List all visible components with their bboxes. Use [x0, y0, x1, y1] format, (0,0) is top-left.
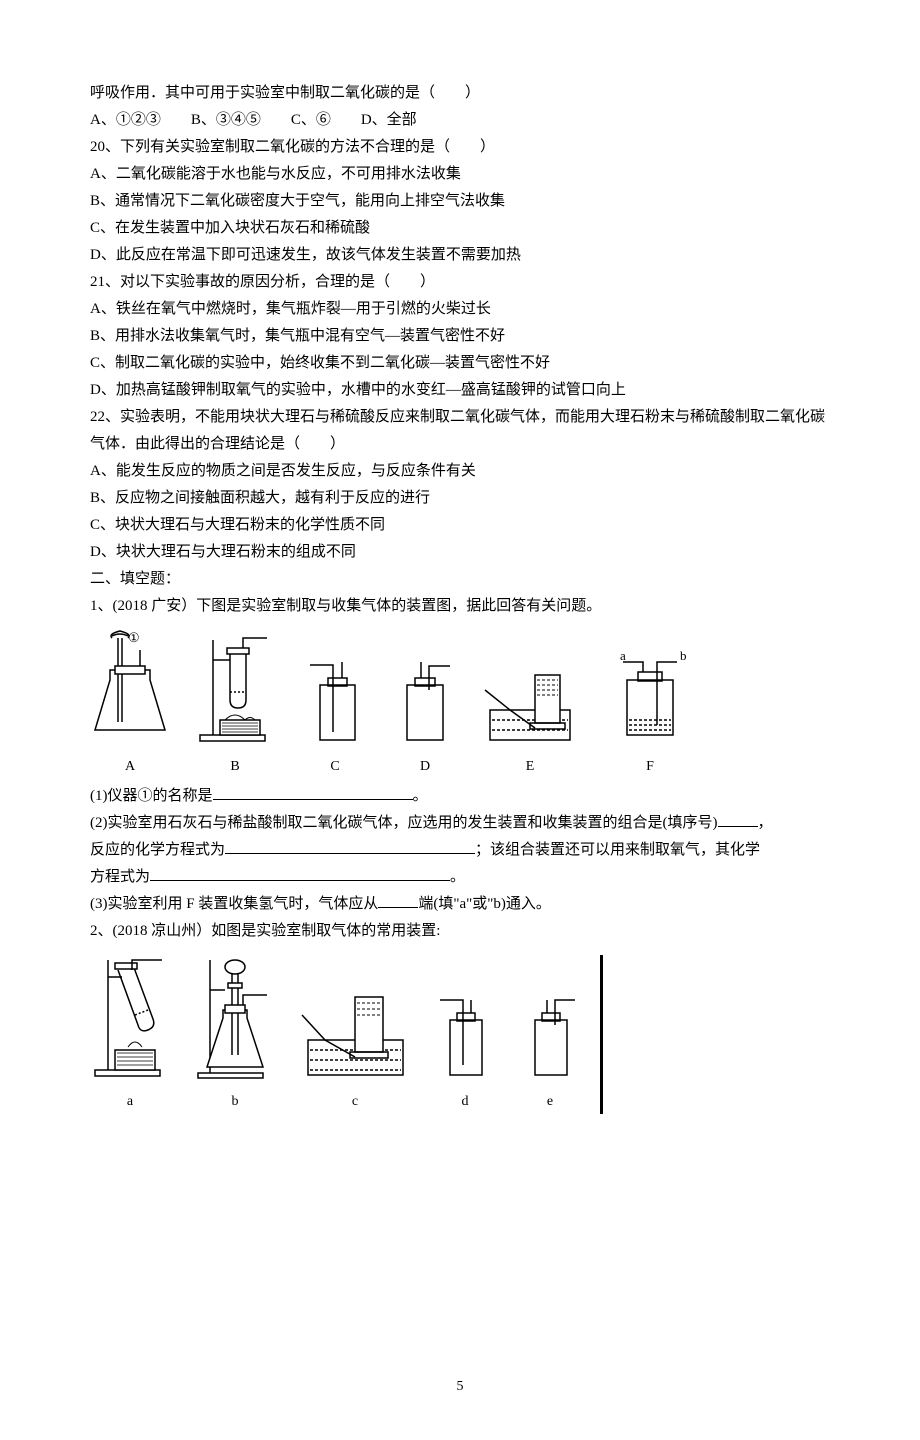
apparatus-b-label: B	[230, 754, 239, 779]
q20: 20、下列有关实验室制取二氧化碳的方法不合理的是（ ）	[90, 134, 830, 161]
apparatus-b: B	[195, 630, 275, 779]
apparatus2-c-label: c	[352, 1089, 358, 1114]
apparatus2-d: d	[435, 995, 495, 1114]
q21-d: D、加热高锰酸钾制取氧气的实验中，水槽中的水变红—盛高锰酸钾的试管口向上	[90, 377, 830, 404]
q22: 22、实验表明，不能用块状大理石与稀硫酸反应来制取二氧化碳气体，而能用大理石粉末…	[90, 404, 830, 458]
section-2: 二、填空题：	[90, 566, 830, 593]
apparatus-a-label: A	[125, 754, 135, 779]
f1-1: (1)仪器①的名称是。	[90, 783, 830, 810]
figure-set-2: a b c	[90, 955, 603, 1114]
blank-f1-1[interactable]	[213, 784, 413, 800]
apparatus2-e: e	[520, 995, 580, 1114]
figure-set-1: ① A B	[90, 630, 830, 779]
q22-c: C、块状大理石与大理石粉末的化学性质不同	[90, 512, 830, 539]
f1-2b: 反应的化学方程式为；该组合装置还可以用来制取氧气，其化学	[90, 837, 830, 864]
apparatus2-c: c	[300, 985, 410, 1114]
apparatus-d: D	[395, 660, 455, 779]
q22-a: A、能发生反应的物质之间是否发生反应，与反应条件有关	[90, 458, 830, 485]
q20-c: C、在发生装置中加入块状石灰石和稀硫酸	[90, 215, 830, 242]
apparatus-f: a b F	[605, 650, 695, 779]
apparatus2-b: b	[195, 955, 275, 1114]
apparatus2-d-label: d	[462, 1089, 469, 1114]
q20-a: A、二氧化碳能溶于水也能与水反应，不可用排水法收集	[90, 161, 830, 188]
apparatus-a: ① A	[90, 630, 170, 779]
apparatus2-a: a	[90, 955, 170, 1114]
apparatus-c: C	[300, 660, 370, 779]
f1-2c: 方程式为。	[90, 864, 830, 891]
apparatus-e-label: E	[526, 754, 535, 779]
q21-a: A、铁丝在氧气中燃烧时，集气瓶炸裂—用于引燃的火柴过长	[90, 296, 830, 323]
q22-d: D、块状大理石与大理石粉末的组成不同	[90, 539, 830, 566]
q21-b: B、用排水法收集氧气时，集气瓶中混有空气—装置气密性不好	[90, 323, 830, 350]
f1-3: (3)实验室利用 F 装置收集氢气时，气体应从端(填"a"或"b)通入。	[90, 891, 830, 918]
blank-f1-2a[interactable]	[718, 811, 758, 827]
f1-head: 1、(2018 广安）下图是实验室制取与收集气体的装置图，据此回答有关问题。	[90, 593, 830, 620]
blank-f1-2b[interactable]	[225, 838, 475, 854]
blank-f1-2c[interactable]	[150, 865, 450, 881]
apparatus-d-label: D	[420, 754, 430, 779]
q-pre-opts: A、①②③ B、③④⑤ C、⑥ D、全部	[90, 107, 830, 134]
apparatus-e: E	[480, 660, 580, 779]
apparatus2-b-label: b	[232, 1089, 239, 1114]
apparatus-c-label: C	[330, 754, 339, 779]
apparatus2-e-label: e	[547, 1089, 553, 1114]
q-pre: 呼吸作用．其中可用于实验室中制取二氧化碳的是（ ）	[90, 80, 830, 107]
q21: 21、对以下实验事故的原因分析，合理的是（ ）	[90, 269, 830, 296]
q20-b: B、通常情况下二氧化碳密度大于空气，能用向上排空气法收集	[90, 188, 830, 215]
f1-2a: (2)实验室用石灰石与稀盐酸制取二氧化碳气体，应选用的发生装置和收集装置的组合是…	[90, 810, 830, 837]
apparatus-f-label: F	[646, 754, 654, 779]
q20-d: D、此反应在常温下即可迅速发生，故该气体发生装置不需要加热	[90, 242, 830, 269]
label-circle-1: ①	[128, 630, 140, 645]
label-a: a	[620, 650, 626, 663]
apparatus2-a-label: a	[127, 1089, 133, 1114]
label-b: b	[680, 650, 687, 663]
page-number: 5	[90, 1374, 830, 1399]
q22-b: B、反应物之间接触面积越大，越有利于反应的进行	[90, 485, 830, 512]
q21-c: C、制取二氧化碳的实验中，始终收集不到二氧化碳—装置气密性不好	[90, 350, 830, 377]
f2-head: 2、(2018 凉山州）如图是实验室制取气体的常用装置:	[90, 918, 830, 945]
blank-f1-3[interactable]	[378, 892, 418, 908]
